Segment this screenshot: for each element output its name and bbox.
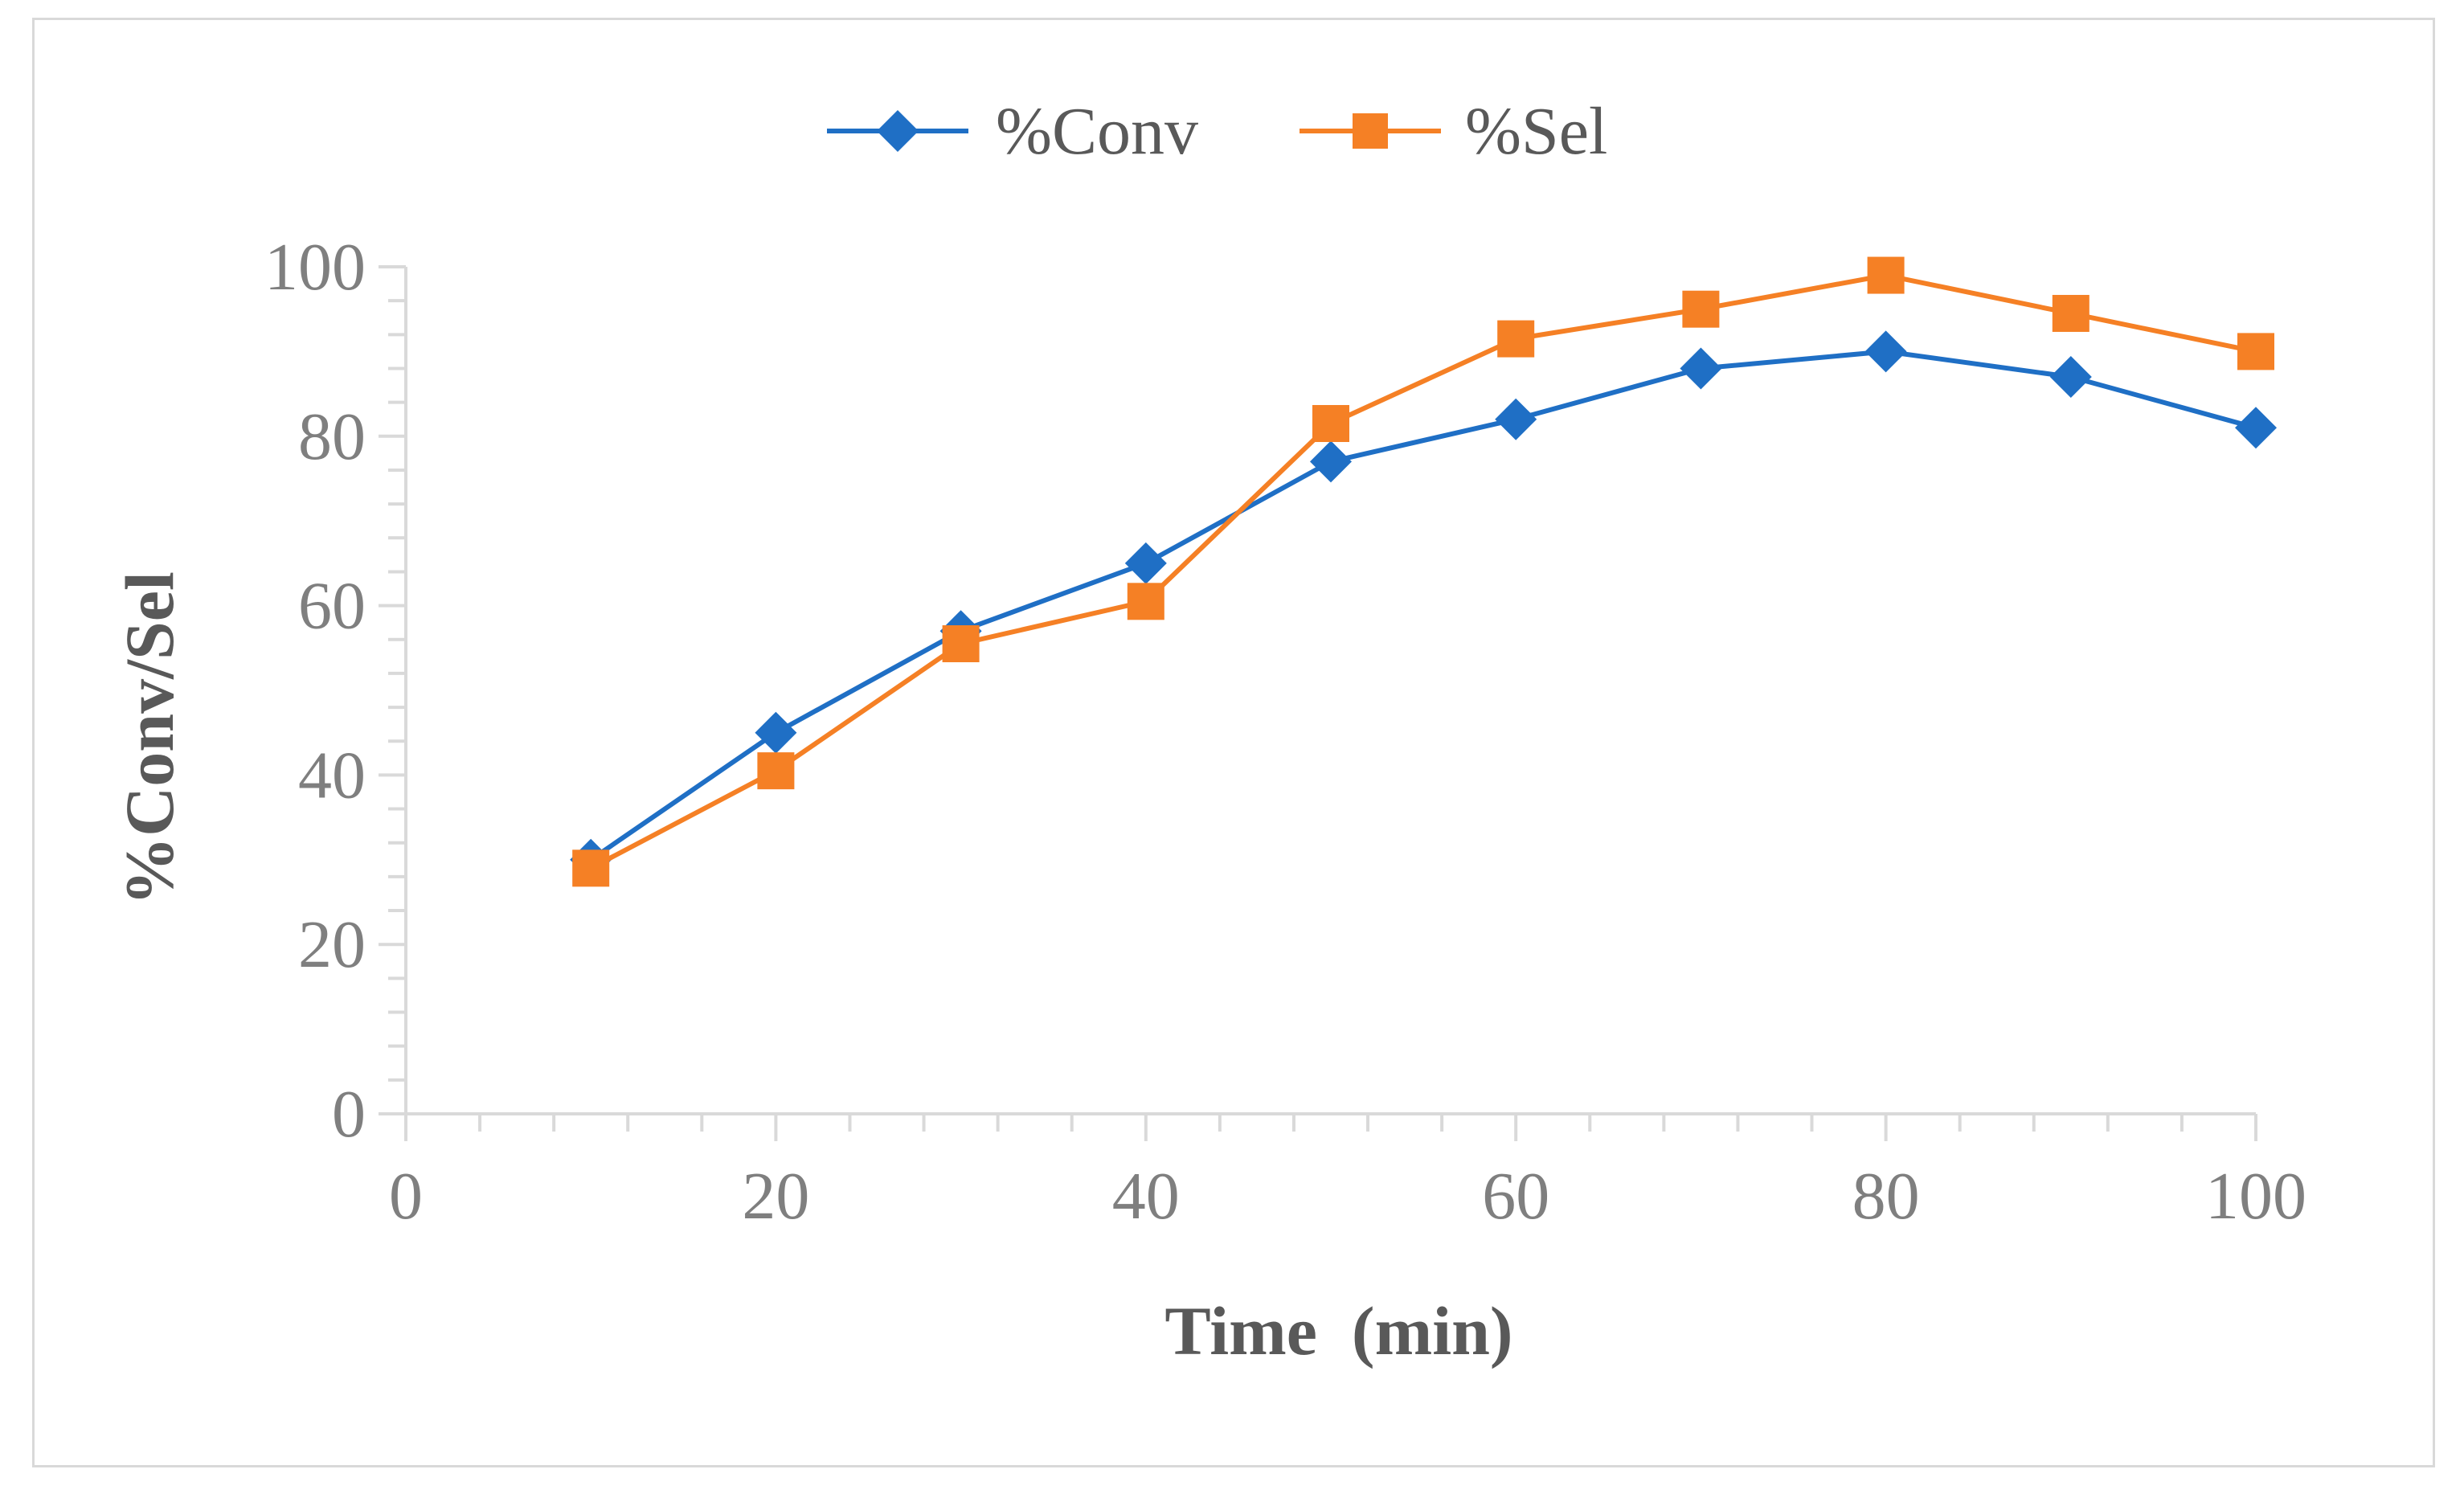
data-point-conv	[1864, 330, 1907, 373]
data-point-conv	[1124, 542, 1167, 584]
data-point-sel	[2237, 333, 2274, 370]
series-line-sel	[589, 272, 2257, 870]
legend: %Conv %Sel	[827, 94, 1607, 169]
data-point-sel	[2052, 294, 2089, 332]
data-point-conv	[2235, 407, 2277, 449]
x-tick-label: 100	[2205, 1159, 2306, 1234]
y-tick-label: 20	[298, 907, 366, 982]
series-conv	[570, 330, 2277, 881]
x-tick-label: 20	[742, 1159, 809, 1234]
y-tick-label: 0	[332, 1077, 366, 1152]
data-point-sel	[757, 752, 795, 790]
x-tick-label: 80	[1852, 1159, 1920, 1234]
data-point-sel	[1312, 404, 1349, 442]
data-point-conv	[1680, 347, 1722, 390]
data-point-sel	[1497, 320, 1535, 358]
x-tick-label: 60	[1482, 1159, 1549, 1234]
y-tick-label: 40	[298, 738, 366, 812]
y-tick-label: 60	[298, 569, 366, 644]
axes: 0 20 40 60 80 100 0 20 40 60 80 100	[264, 230, 2306, 1234]
y-tick-label: 80	[298, 399, 366, 474]
data-point-conv	[1495, 398, 1537, 440]
x-tick-label: 0	[389, 1159, 423, 1234]
y-axis-title: %Conv/Sel	[111, 571, 188, 906]
data-point-sel	[1127, 583, 1164, 620]
data-point-sel	[572, 849, 610, 887]
legend-marker-conv	[877, 110, 919, 152]
series-sel	[572, 256, 2274, 887]
series-line-conv	[589, 349, 2257, 862]
legend-marker-sel	[1353, 113, 1388, 149]
legend-label-sel: %Sel	[1465, 94, 1607, 169]
y-tick-label: 100	[264, 230, 366, 305]
x-axis-title: Time (min)	[1164, 1292, 1512, 1369]
legend-label-conv: %Conv	[996, 94, 1198, 169]
data-point-sel	[1867, 256, 1905, 294]
chart-frame: 0 20 40 60 80 100 0 20 40 60 80 100 %Conv %Sel Time…	[32, 18, 2435, 1467]
data-point-conv	[1310, 440, 1352, 483]
data-point-conv	[755, 711, 797, 754]
data-point-sel	[942, 625, 980, 663]
series-layer	[570, 256, 2277, 887]
x-tick-label: 40	[1112, 1159, 1180, 1234]
data-point-conv	[2049, 356, 2092, 399]
data-point-sel	[1682, 290, 1720, 328]
line-chart: 0 20 40 60 80 100 0 20 40 60 80 100 %Conv %Sel Time…	[111, 94, 2306, 1369]
